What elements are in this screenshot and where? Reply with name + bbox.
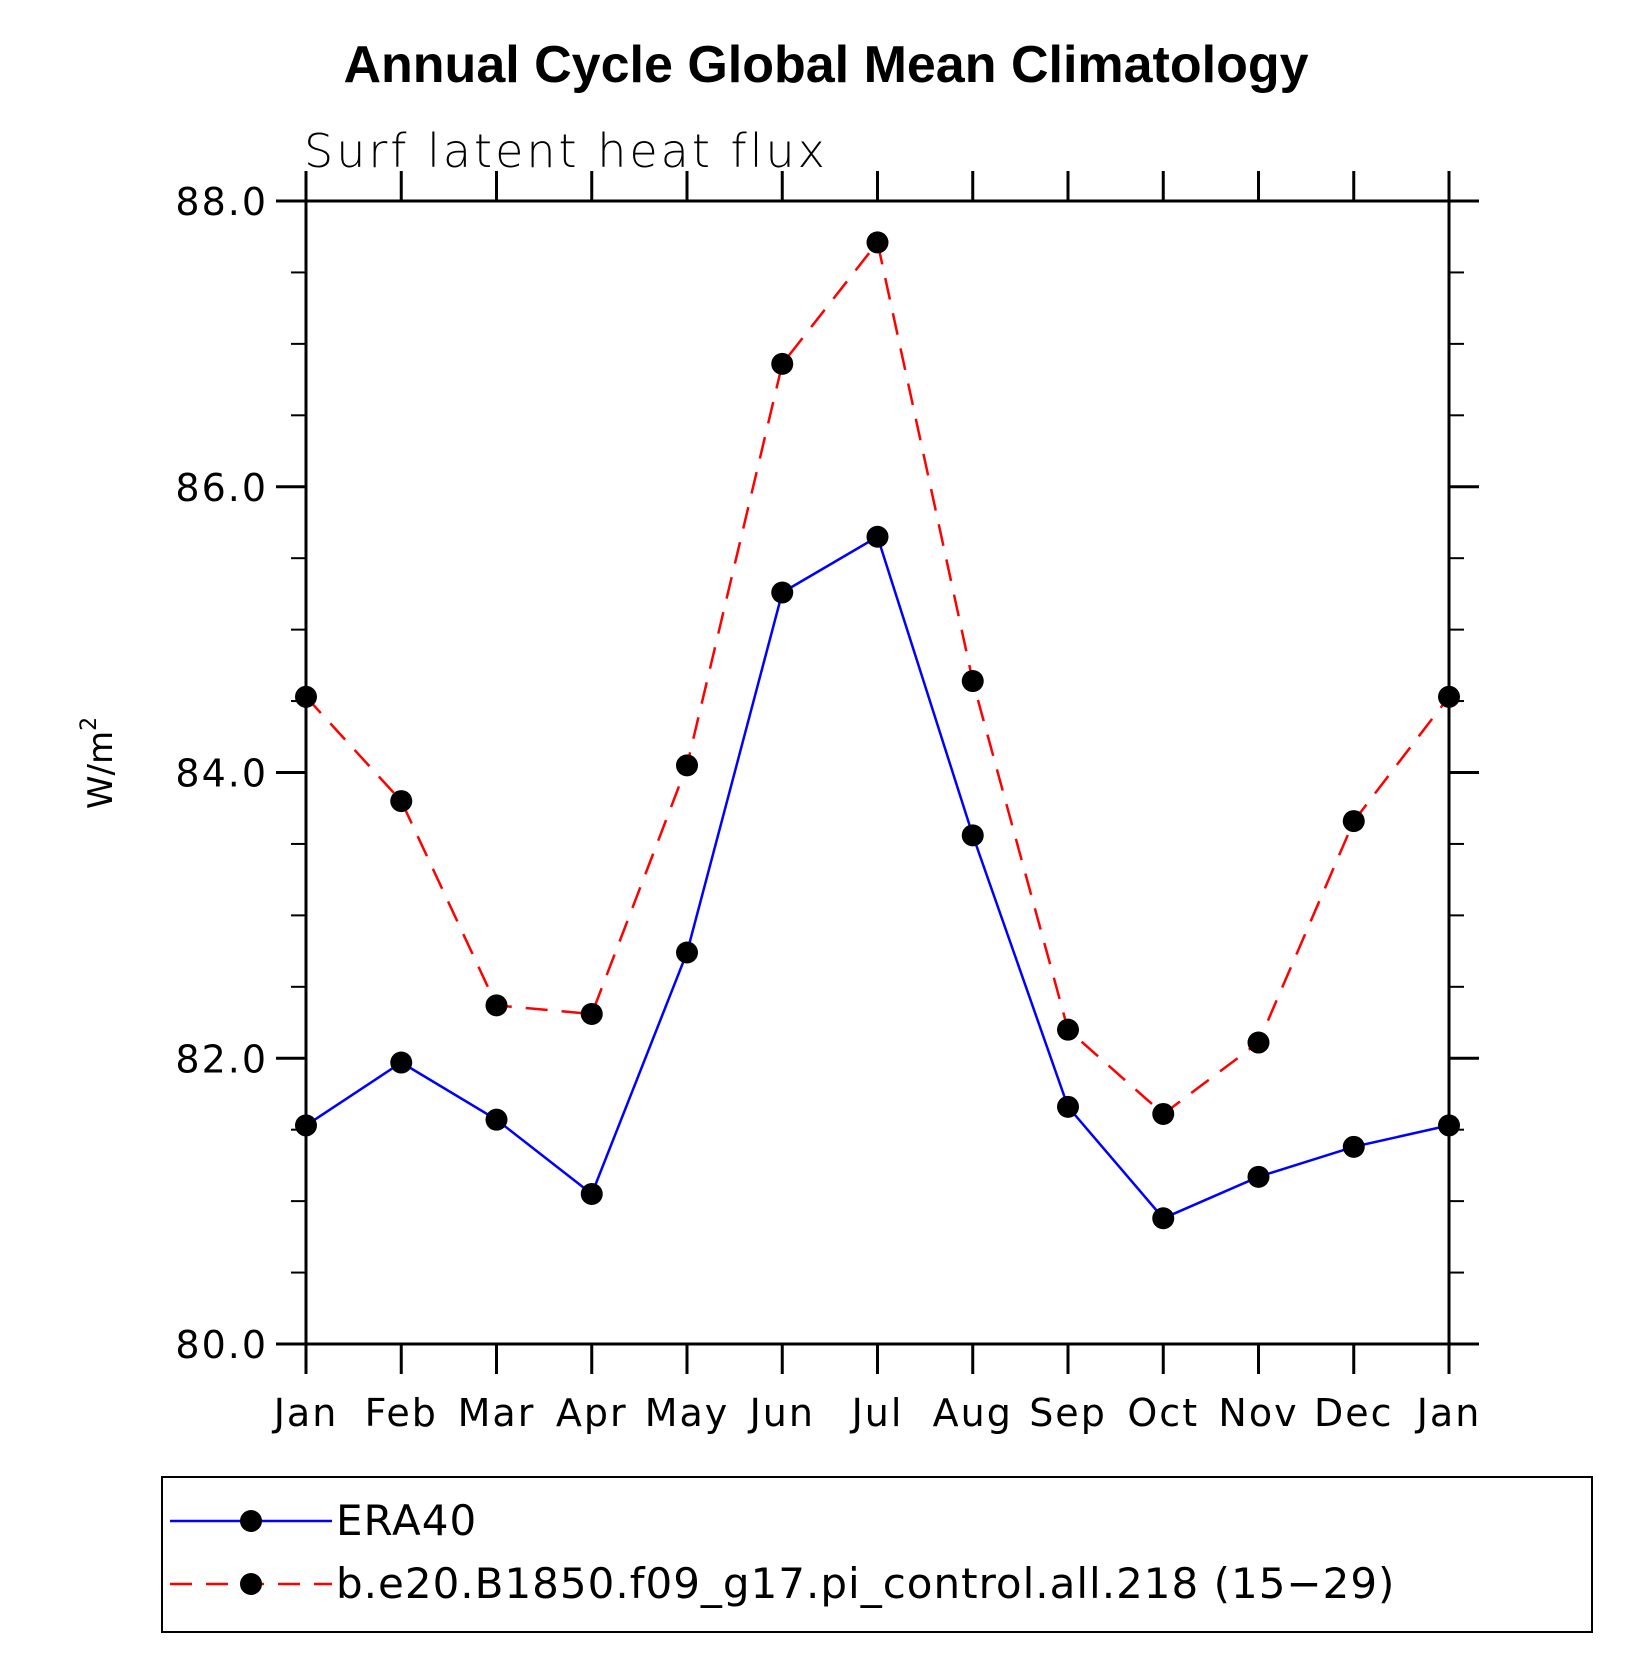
series-0-point: [866, 525, 889, 548]
series-0-point: [771, 581, 794, 604]
series-1-point: [295, 685, 317, 708]
legend: ERA40 b.e20.B1850.f09_g17.pi_control.all…: [161, 1476, 1593, 1633]
x-tick-label: Oct: [1127, 1391, 1199, 1435]
series-0-point: [1438, 1114, 1460, 1137]
series-0-point: [390, 1051, 413, 1074]
series-0-point: [1247, 1165, 1270, 1188]
series-0-point: [1152, 1207, 1175, 1230]
x-tick-label: Jul: [850, 1391, 904, 1435]
series-1-point: [1057, 1018, 1079, 1041]
legend-marker-era40: [240, 1510, 262, 1532]
x-tick-label: Sep: [1029, 1391, 1107, 1435]
chart-title: Annual Cycle Global Mean Climatology: [343, 36, 1308, 94]
legend-marker-model: [240, 1573, 262, 1595]
y-tick-label: 88.0: [175, 180, 268, 224]
axes: Jan Feb Mar Apr May Jun Jul Aug Sep Oct Nov Dec Jan8…: [175, 171, 1482, 1435]
legend-label-model: b.e20.B1850.f09_g17.pi_control.all.218 (…: [336, 1559, 1395, 1608]
series-1-point: [390, 790, 413, 813]
series-0-point: [1057, 1095, 1079, 1118]
series-1-point: [1438, 685, 1460, 708]
y-axis-label: W/m2: [77, 717, 121, 809]
series-1-point: [485, 994, 508, 1017]
chart-subtitle: Surf latent heat flux: [304, 124, 828, 178]
series-line-1: [305, 239, 1450, 1116]
y-axis-label-exponent: 2: [77, 717, 102, 731]
y-tick-label: 80.0: [175, 1323, 268, 1367]
x-tick-label: Jun: [748, 1391, 815, 1435]
series-1-point: [580, 1002, 603, 1025]
plot-frame: [304, 199, 1451, 1346]
x-tick-label: May: [645, 1391, 730, 1435]
x-tick-label: Aug: [933, 1391, 1013, 1435]
series-1-point: [866, 231, 889, 254]
series-0-point: [295, 1114, 317, 1137]
series-1-point: [1247, 1031, 1270, 1054]
y-axis-label-base: W/m: [81, 731, 121, 809]
legend-label-era40: ERA40: [336, 1496, 477, 1545]
series-layer: [295, 231, 1460, 1230]
series-1-point: [1152, 1102, 1175, 1125]
series-0-point: [1342, 1135, 1365, 1158]
series-line-0: [305, 534, 1450, 1220]
x-tick-label: Apr: [556, 1391, 628, 1435]
x-tick-label: Nov: [1218, 1391, 1298, 1435]
series-1-point: [771, 352, 794, 375]
x-tick-label: Dec: [1314, 1391, 1394, 1435]
series-1-point: [676, 754, 698, 777]
y-tick-label: 82.0: [175, 1037, 268, 1081]
y-tick-label: 86.0: [175, 466, 268, 510]
y-tick-label: 84.0: [175, 752, 268, 796]
x-tick-label: Mar: [458, 1391, 536, 1435]
x-tick-label: Feb: [365, 1391, 438, 1435]
series-1-point: [961, 670, 984, 693]
series-0-point: [676, 941, 698, 964]
series-0-point: [580, 1182, 603, 1205]
x-tick-label: Jan: [1415, 1391, 1482, 1435]
series-1-point: [1342, 810, 1365, 833]
x-tick-label: Jan: [272, 1391, 339, 1435]
legend-box: [161, 1476, 1593, 1633]
series-0-point: [485, 1108, 508, 1131]
series-0-point: [961, 824, 984, 847]
